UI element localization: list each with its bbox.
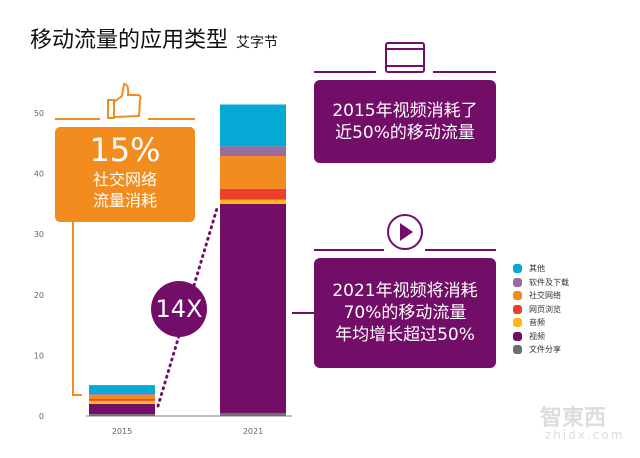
legend-label: 视频	[529, 331, 545, 341]
y-tick-label: 10	[34, 351, 44, 360]
legend-label: 软件及下载	[529, 277, 569, 287]
legend-item: 视频	[513, 330, 569, 344]
legend-label: 音频	[529, 318, 545, 328]
legend-item: 网页浏览	[513, 303, 569, 317]
growth-badge: 14X	[151, 281, 207, 337]
legend-item: 文件分享	[513, 343, 569, 357]
bar-segment	[220, 199, 286, 204]
bar-segment	[89, 385, 155, 393]
bar-segment	[220, 188, 286, 200]
bar-segment	[220, 156, 286, 189]
box2-line3: 年均增长超过50%	[335, 325, 475, 345]
bar-segment	[89, 394, 155, 400]
bar-segment	[220, 412, 286, 416]
bar-segment	[89, 400, 155, 404]
legend-label: 文件分享	[529, 345, 561, 355]
box1-line1: 2015年视频消耗了	[332, 100, 478, 121]
bar-segment	[220, 203, 286, 413]
y-tick-label: 40	[34, 170, 44, 179]
legend-swatch	[513, 264, 522, 274]
page-title: 移动流量的应用类型 艾字节	[30, 22, 278, 54]
y-tick-label: 20	[34, 291, 44, 300]
watermark-url: zhidx.com	[545, 428, 625, 442]
y-tick-label: 0	[39, 412, 44, 421]
legend-label: 其他	[529, 264, 545, 274]
legend: 其他软件及下载社交网络网页浏览音频视频文件分享	[513, 262, 569, 357]
y-tick-label: 30	[34, 230, 44, 239]
social-bracket	[72, 222, 82, 396]
legend-swatch	[513, 331, 522, 341]
legend-swatch	[513, 345, 522, 355]
legend-item: 音频	[513, 316, 569, 330]
legend-swatch	[513, 304, 522, 314]
legend-swatch	[513, 277, 522, 287]
legend-label: 社交网络	[529, 291, 561, 301]
bar-segment	[89, 392, 155, 395]
social-line2: 流量消耗	[92, 191, 157, 210]
bar-segment	[220, 146, 286, 157]
box2-line1: 2021年视频将消耗	[332, 281, 478, 301]
growth-dotted-line	[156, 203, 220, 408]
bar-segment	[89, 399, 155, 401]
legend-swatch	[513, 318, 522, 328]
y-tick-label: 50	[34, 109, 44, 118]
title-text: 移动流量的应用类型	[30, 28, 229, 53]
unit-label: 艾字节	[236, 35, 279, 51]
play-icon	[314, 214, 496, 251]
x-tick-label: 2015	[112, 427, 132, 436]
bar-segment	[220, 104, 286, 147]
video-2015-callout: 2015年视频消耗了 近50%的移动流量	[314, 80, 496, 163]
legend-label: 网页浏览	[529, 304, 561, 314]
legend-item: 社交网络	[513, 289, 569, 303]
bar-segment	[89, 403, 155, 415]
social-line1: 社交网络	[92, 170, 157, 189]
social-percent: 15%	[89, 131, 161, 169]
video-2021-callout: 2021年视频将消耗 70%的移动流量 年均增长超过50%	[314, 258, 496, 368]
box1-line2: 近50%的移动流量	[335, 122, 475, 143]
legend-swatch	[513, 291, 522, 301]
x-tick-label: 2021	[243, 427, 263, 436]
thumbs-up-icon	[55, 82, 195, 120]
film-icon	[314, 42, 496, 73]
social-callout: 15% 社交网络 流量消耗	[55, 127, 195, 222]
box2-line2: 70%的移动流量	[343, 303, 467, 323]
watermark-logo: 智東西	[540, 406, 607, 431]
bar-segment	[89, 414, 155, 416]
legend-item: 软件及下载	[513, 276, 569, 290]
legend-item: 其他	[513, 262, 569, 276]
